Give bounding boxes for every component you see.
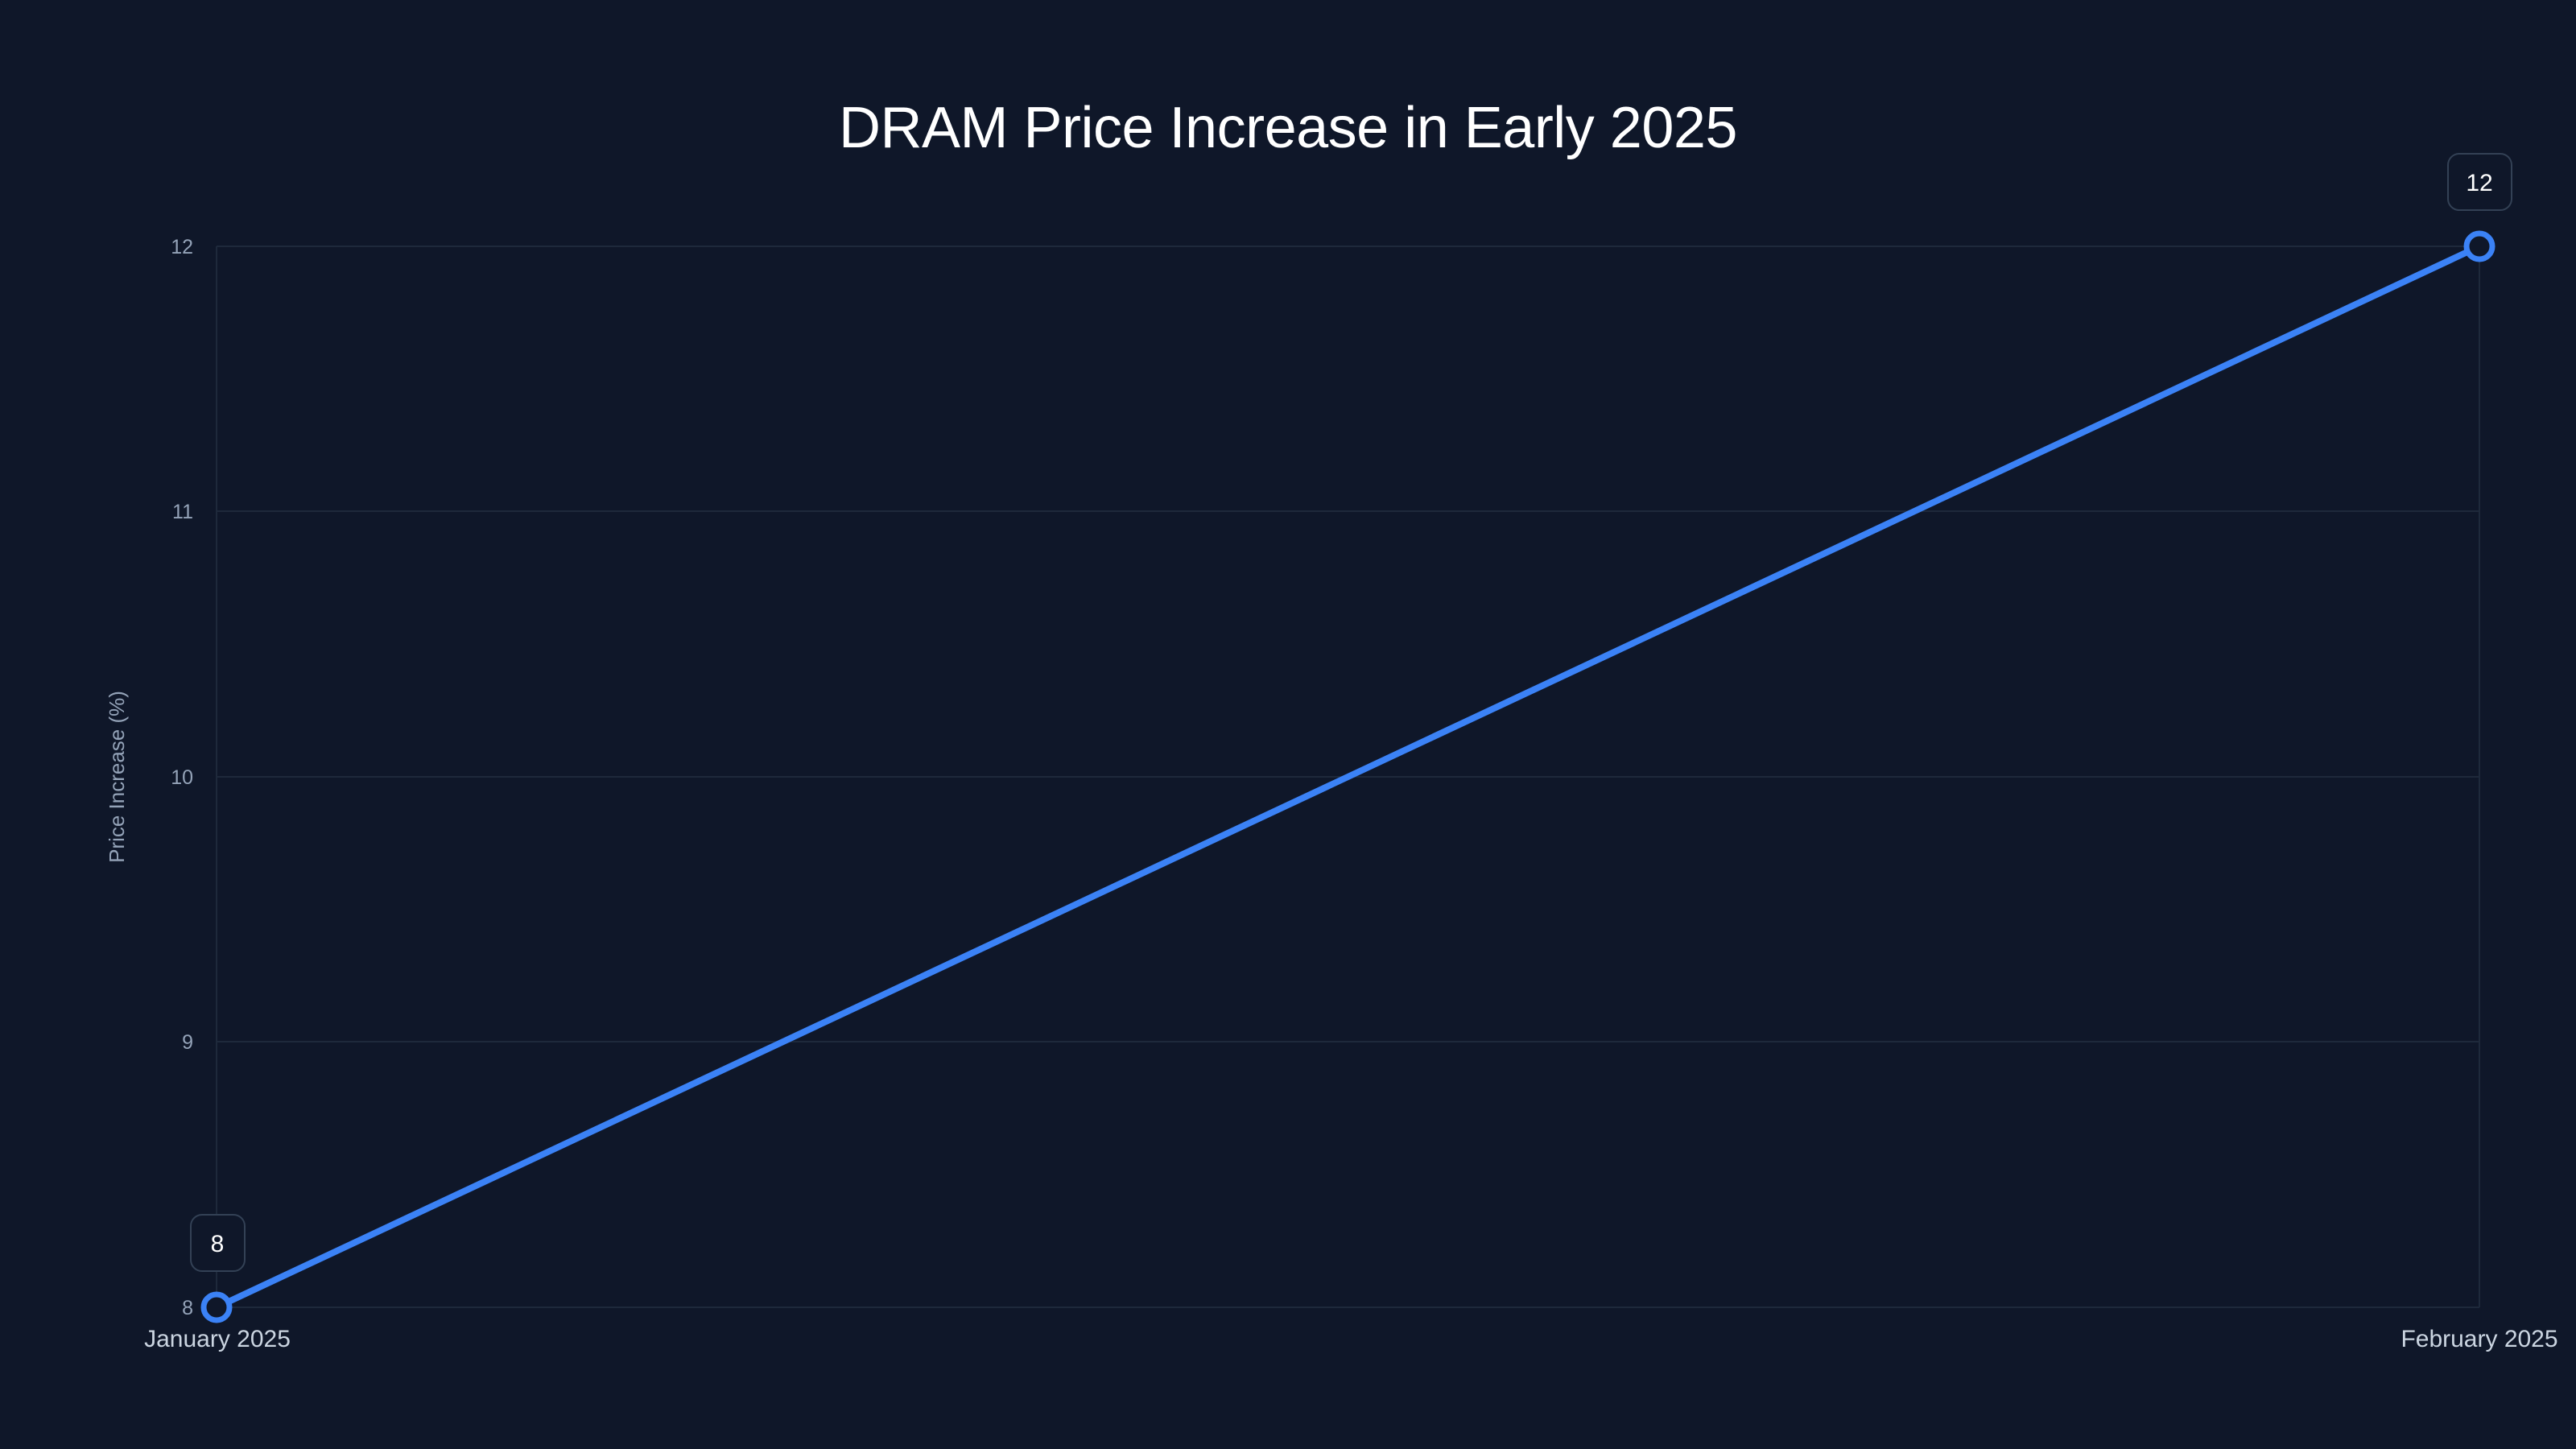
- x-tick: January 2025: [144, 1326, 291, 1352]
- y-tick: 9: [182, 1031, 193, 1054]
- data-label-february: 12: [2447, 153, 2512, 211]
- data-label-box: [2447, 153, 2512, 211]
- data-label-box: [190, 1214, 246, 1272]
- data-label-text: 8: [211, 1231, 225, 1257]
- x-axis-ticks: January 2025 February 2025: [144, 1326, 2557, 1352]
- y-tick: 10: [171, 766, 193, 789]
- y-tick: 12: [171, 236, 193, 258]
- data-label-january: 8: [190, 1214, 246, 1272]
- chart-title: DRAM Price Increase in Early 2025: [839, 96, 1737, 160]
- series-line: [213, 243, 2483, 1311]
- y-axis-label: Price Increase (%): [105, 691, 129, 863]
- y-tick: 8: [182, 1297, 193, 1319]
- y-axis-ticks: 8 9 10 11 12: [171, 236, 193, 1319]
- data-label-text: 12: [2466, 170, 2492, 196]
- data-point-marker[interactable]: [200, 1291, 233, 1323]
- x-tick: February 2025: [2401, 1326, 2557, 1352]
- data-point-marker[interactable]: [2463, 230, 2496, 262]
- y-tick: 11: [172, 501, 193, 523]
